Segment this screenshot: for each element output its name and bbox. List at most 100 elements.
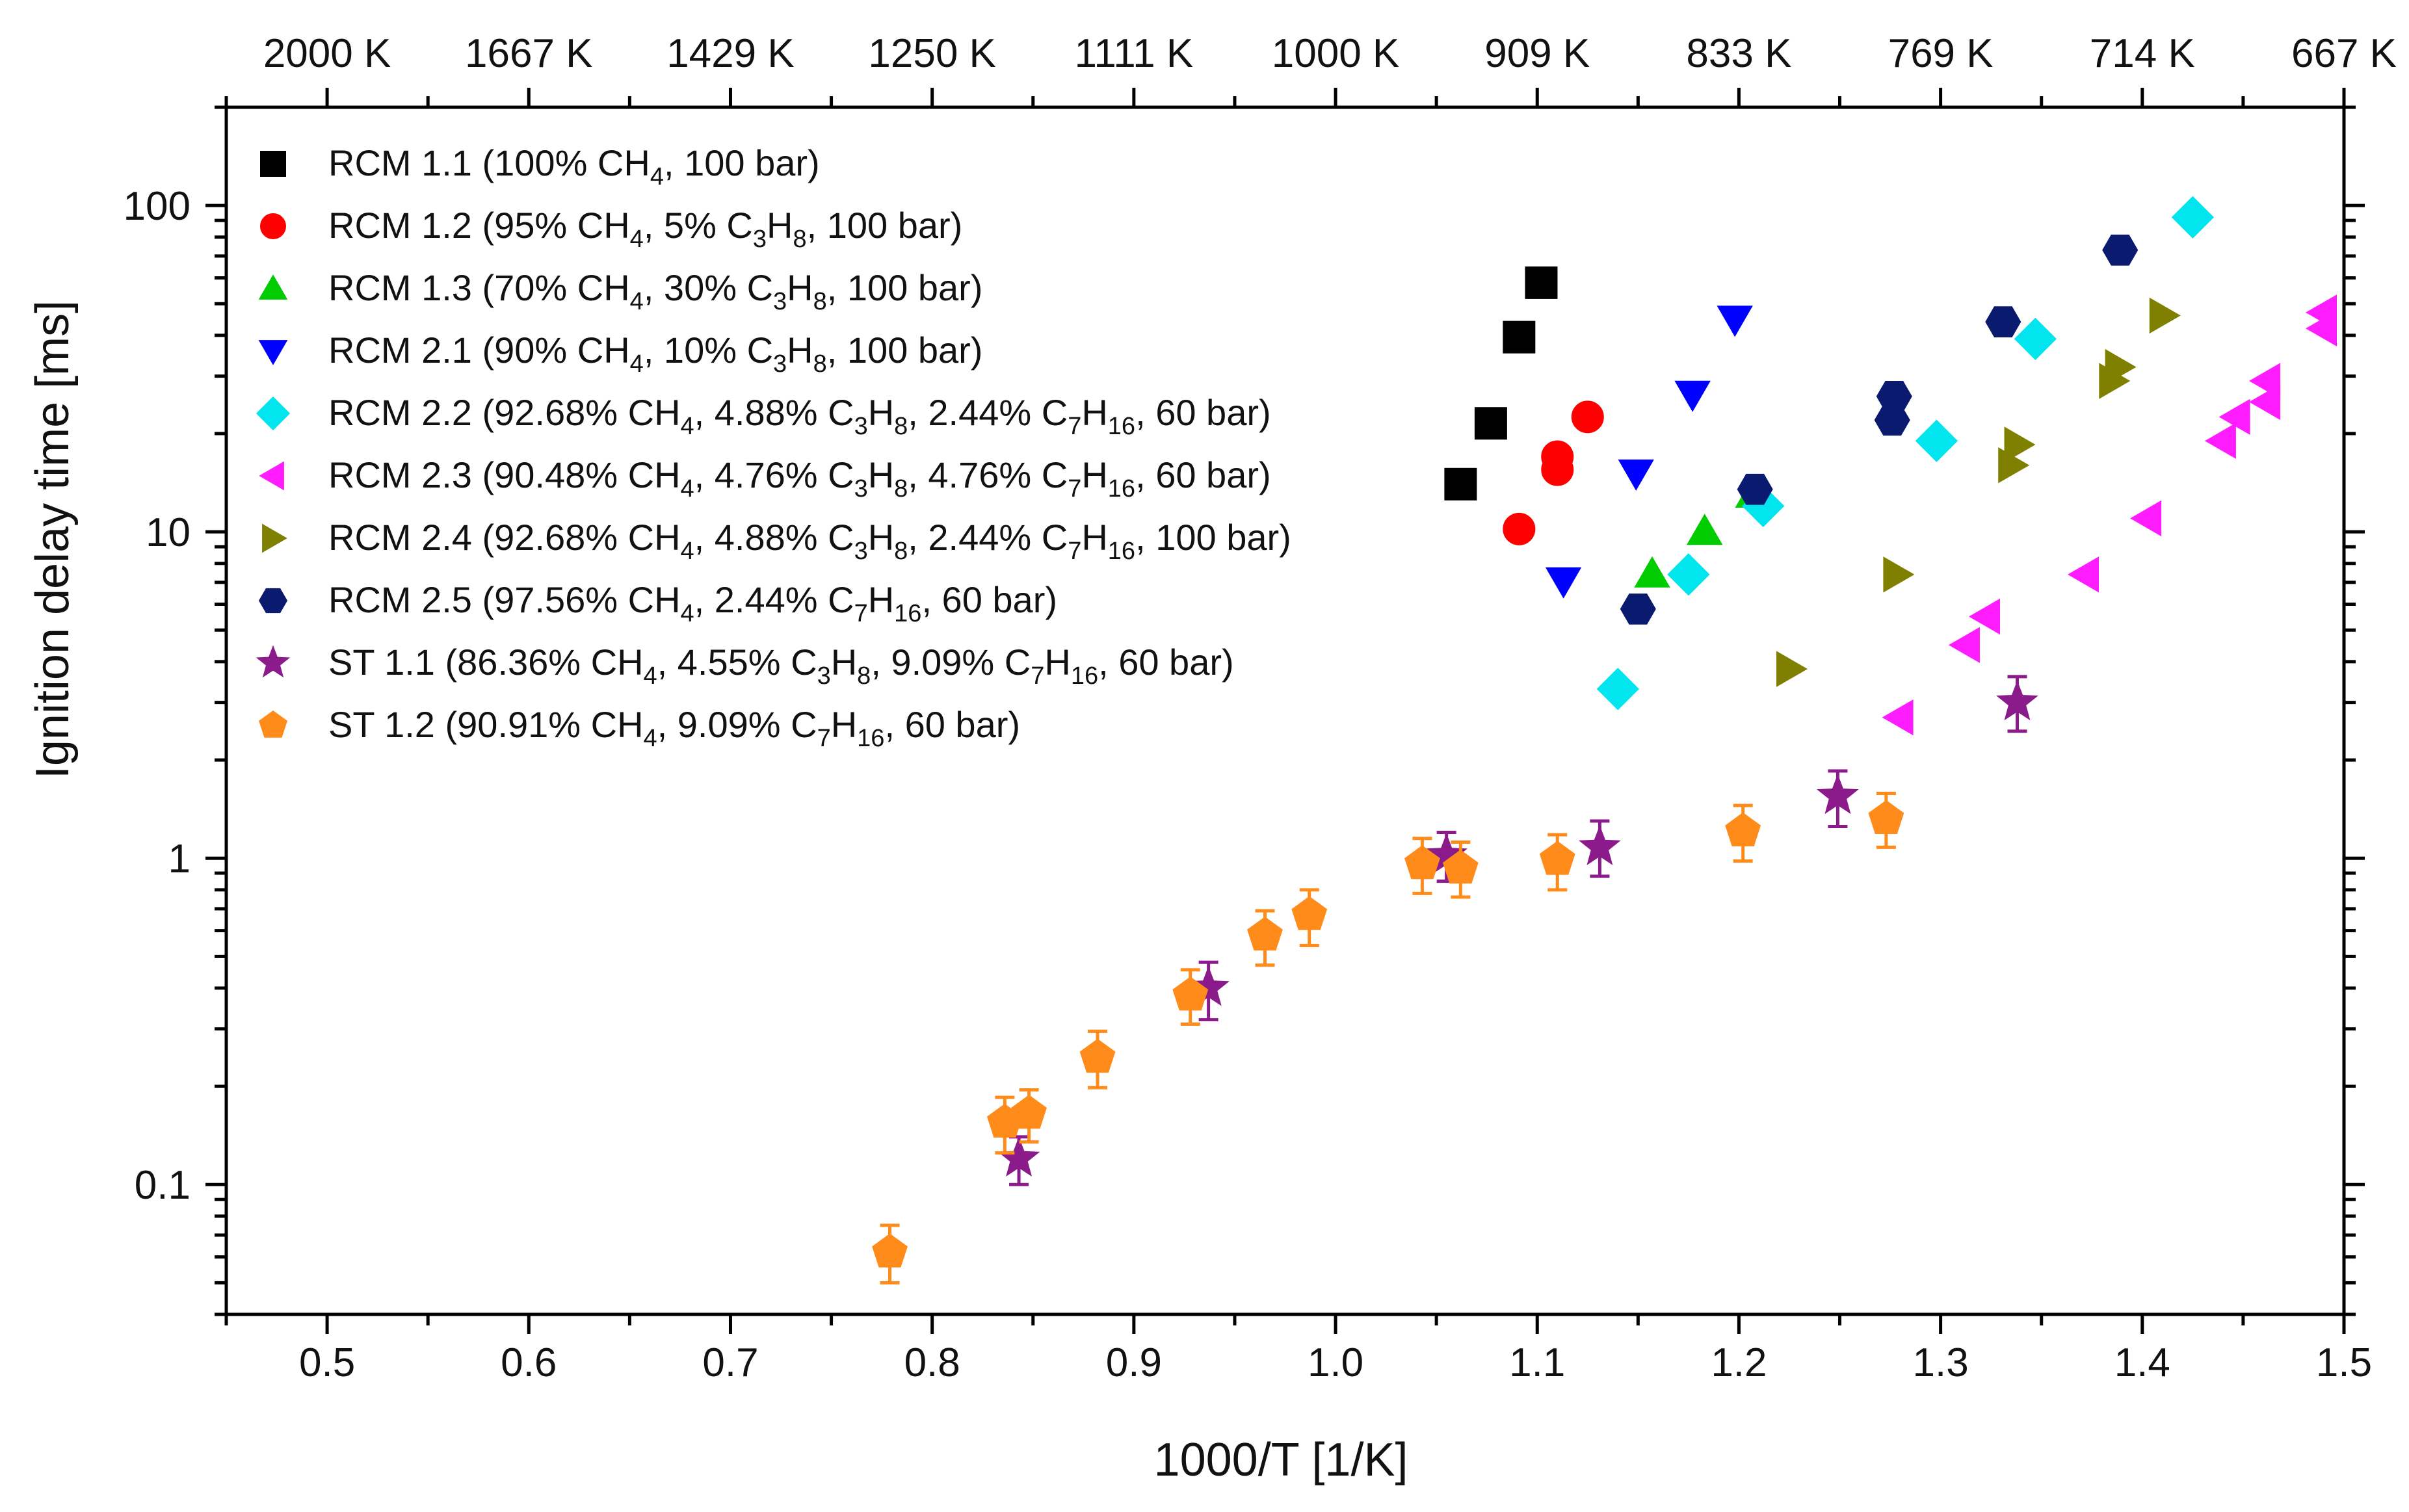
series-4 [1545,306,1753,599]
series-10 [872,791,1904,1284]
top-tick-label: 1250 K [868,31,996,76]
data-point [1579,825,1621,865]
x-tick-label: 0.6 [501,1340,557,1385]
data-point [1618,459,1654,491]
y-tick-label: 1 [168,837,191,881]
series-7 [1776,297,2181,687]
data-point [1474,407,1507,440]
data-markers [872,196,2337,1284]
data-point [1737,473,1773,505]
top-tick-label: 1429 K [666,31,795,76]
legend-item: RCM 1.1 (100% CH4, 100 bar) [260,142,820,190]
x-axis-title: 1000/T [1/K] [1154,1434,1408,1486]
x-tick-label: 1.5 [2316,1340,2372,1385]
series-8 [1620,234,2139,625]
data-point [2014,317,2057,361]
data-point [1816,774,1859,815]
legend-item: RCM 2.3 (90.48% CH4, 4.76% C3H8, 4.76% C… [259,454,1271,502]
data-point [1541,440,1574,473]
x-tick-label: 0.8 [904,1340,960,1385]
data-point [1079,1038,1116,1073]
top-tick-label: 833 K [1686,31,1791,76]
data-point [1291,896,1328,930]
legend-item: RCM 2.4 (92.68% CH4, 4.88% C3H8, 2.44% C… [262,517,1291,565]
series-9 [997,675,2038,1186]
data-point [1876,381,1912,412]
legend-marker [260,151,286,177]
y-tick-label: 10 [146,510,191,555]
data-point [1503,320,1536,354]
data-point [1776,651,1808,687]
data-point [1172,976,1209,1011]
top-tick-label: 714 K [2090,31,2195,76]
top-tick-label: 769 K [1888,31,1994,76]
data-point [1620,593,1656,625]
data-point [1674,380,1711,412]
data-point [2204,423,2236,459]
legend-label: ST 1.1 (86.36% CH4, 4.55% C3H8, 9.09% C7… [328,642,1234,690]
legend-marker [258,588,288,614]
x-tick-label: 1.3 [1913,1340,1969,1385]
top-tick-label: 2000 K [263,31,391,76]
x-tick-label: 1.1 [1509,1340,1565,1385]
data-point [2068,556,2099,593]
series-6 [1882,294,2337,736]
legend: RCM 1.1 (100% CH4, 100 bar) RCM 1.2 (95% … [256,142,1291,752]
data-point [1442,850,1479,884]
data-point [1717,306,1753,337]
data-point [2105,348,2137,385]
series-5 [1596,196,2215,710]
data-point [1503,512,1536,545]
x-tick-label: 1.0 [1308,1340,1363,1385]
x-tick-label: 0.7 [702,1340,758,1385]
plot-frame [224,105,2346,1316]
x-tick-label: 0.9 [1106,1340,1162,1385]
data-point [1596,668,1639,710]
series-1 [1444,266,1558,501]
data-point [2004,426,2036,463]
data-point [1571,400,1604,434]
data-point [1444,467,1477,501]
data-point [2149,297,2181,334]
data-point [1404,845,1440,880]
legend-label: RCM 1.3 (70% CH4, 30% C3H8, 100 bar) [328,267,982,315]
legend-label: RCM 2.1 (90% CH4, 10% C3H8, 100 bar) [328,330,982,378]
legend-label: RCM 2.3 (90.48% CH4, 4.76% C3H8, 4.76% C… [328,454,1271,502]
x-tick-label: 1.2 [1711,1340,1767,1385]
legend-label: RCM 1.2 (95% CH4, 5% C3H8, 100 bar) [328,205,962,253]
data-point [872,1233,908,1268]
x-tick-label: 1.4 [2114,1340,2170,1385]
top-tick-label: 667 K [2291,31,2397,76]
legend-marker [258,340,288,365]
legend-item: ST 1.2 (90.91% CH4, 9.09% C7H16, 60 bar) [259,704,1020,752]
data-point [1247,917,1283,951]
tick-labels: 0.5 2000 K 0.6 1 667 K 0.7 1429 K 0.8 1250 K 0.9 1… [124,31,2397,1385]
x-tick-label: 0.5 [299,1340,355,1385]
data-point [1915,419,1958,462]
legend-item: RCM 2.2 (92.68% CH4, 4.88% C3H8, 2.44% C… [256,392,1271,440]
data-point [1634,556,1670,588]
data-point [1725,812,1761,846]
legend-marker [256,645,291,678]
legend-marker [256,396,291,431]
y-tick-label: 100 [124,184,191,229]
data-point [2102,234,2139,266]
data-point [1667,553,1710,596]
legend-marker [262,523,287,553]
data-point [1882,699,1914,736]
legend-item: RCM 1.2 (95% CH4, 5% C3H8, 100 bar) [260,205,962,253]
y-tick-label: 0.1 [135,1163,191,1208]
data-point [1969,598,2000,635]
legend-item: ST 1.1 (86.36% CH4, 4.55% C3H8, 9.09% C7… [256,642,1234,690]
legend-label: RCM 1.1 (100% CH4, 100 bar) [328,142,820,190]
series-2 [1503,400,1604,545]
top-tick-label: 1111 K [1075,31,1194,76]
data-point [2130,500,2162,537]
axis-ticks [205,88,2365,1334]
legend-label: ST 1.2 (90.91% CH4, 9.09% C7H16, 60 bar) [328,704,1020,752]
data-point [1545,567,1582,599]
legend-label: RCM 2.2 (92.68% CH4, 4.88% C3H8, 2.44% C… [328,392,1271,440]
data-point [1996,680,2038,721]
data-point [1525,266,1558,299]
legend-item: RCM 2.5 (97.56% CH4, 2.44% C7H16, 60 bar… [258,579,1057,627]
